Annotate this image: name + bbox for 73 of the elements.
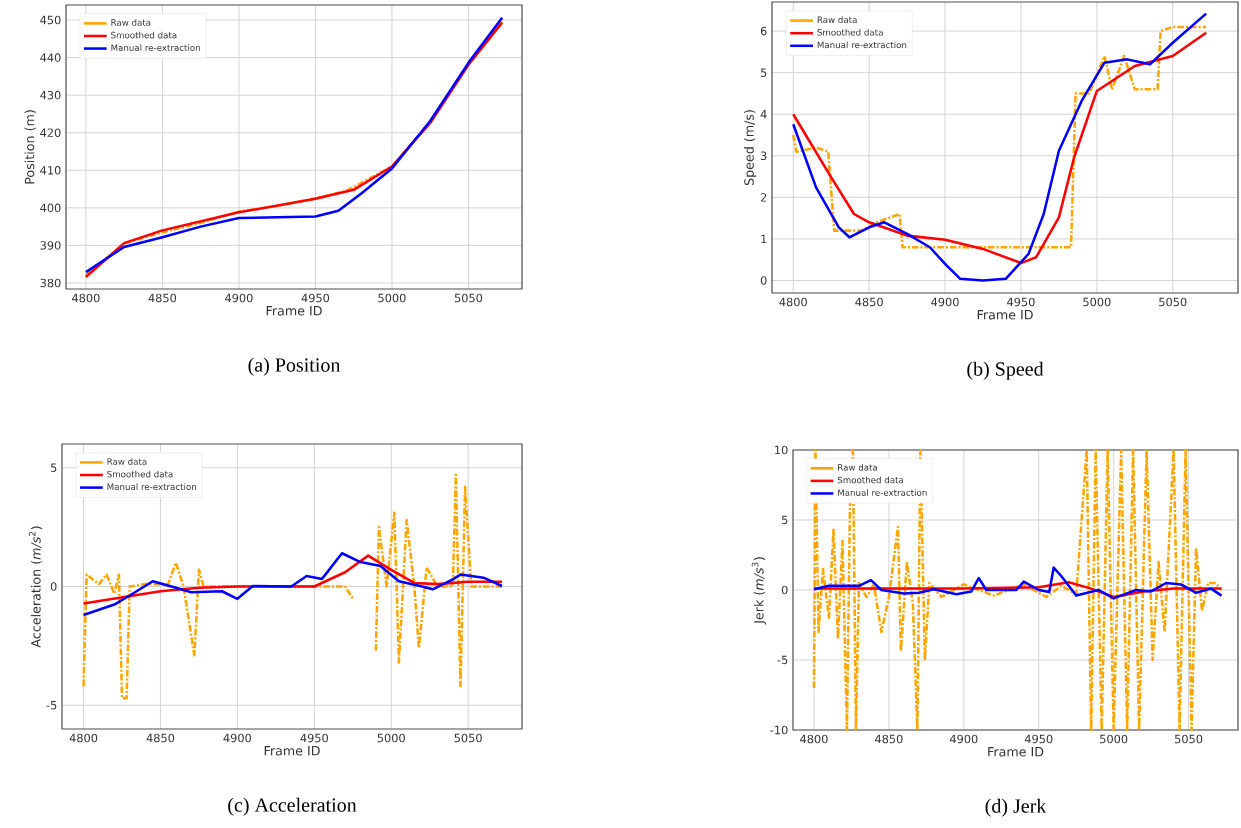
line-series [82,551,504,617]
y-tick-label: 6 [760,26,767,36]
x-tick-label: 5000 [1083,297,1111,307]
legend-label: Raw data [838,464,877,471]
x-tick-label: 5050 [1159,297,1187,307]
x-tick-label: 5050 [454,293,483,303]
legend-label: Smoothed data [107,470,173,478]
x-tick-label: 4800 [72,293,100,303]
x-tick-label: 4950 [301,293,330,303]
text: (b) Speed [967,361,1044,380]
x-tick-label: 4850 [146,733,175,743]
legend-label: Smoothed data [837,476,904,484]
x-tick-label: 4900 [225,293,253,303]
x-tick-label: 4800 [69,733,98,743]
legend-label: Smoothed data [817,28,883,36]
y-tick-label: 10 [775,445,788,455]
x-axis-title: Frame ID [977,310,1033,320]
x-tick-label: 4900 [223,733,252,743]
y-tick-label: 1 [761,234,767,244]
x-tick-label: 4950 [300,733,328,743]
legend-label: Raw data [107,458,147,465]
y-tick-label: 430 [40,90,61,100]
y-tick-label: 5 [781,515,788,525]
y-tick-label: 380 [40,278,61,288]
x-axis-title: Frame ID [266,306,322,316]
legend-label: Manual re-extraction [817,41,907,49]
x-tick-label: 4900 [931,297,959,307]
x-tick-label: 4900 [949,734,978,744]
y-tick-label: 0 [781,585,788,595]
legend-label: Smoothed data [111,31,177,39]
legend-label: Raw data [111,19,151,26]
x-tick-label: 4950 [1007,297,1035,307]
text: (d) Jerk [985,798,1047,817]
y-tick-label: -5 [46,701,57,710]
y-tick-label: 410 [40,166,61,175]
y-tick-label: 450 [40,15,61,25]
text: (a) Position [248,357,341,376]
y-tick-label: -5 [777,655,788,665]
line-series [812,448,1223,732]
x-tick-label: 4850 [875,734,903,744]
x-tick-label: 5050 [454,733,482,743]
y-tick-label: 2 [760,193,767,202]
y-tick-label: 0 [760,276,767,285]
y-tick-label: 5 [50,463,57,472]
y-tick-label: 4 [760,110,767,119]
y-tick-label: 440 [40,53,61,62]
x-tick-label: 4800 [779,297,807,307]
y-axis-title: Position (m) [24,110,36,184]
y-axis-title: Speed (m/s) [744,110,757,186]
legend-label: Raw data [817,16,857,24]
y-tick-label: 0 [50,582,57,591]
y-tick-label: 5 [760,68,767,77]
legend-label: Manual re-extraction [107,483,196,491]
y-axis-title: Acceleration (m/s$^{2}$) [28,526,43,648]
x-tick-label: 5000 [378,293,406,303]
x-tick-label: 5000 [1100,734,1128,744]
x-tick-label: 4950 [1024,734,1053,744]
x-axis-title: Frame ID [988,747,1044,757]
y-tick-label: 420 [40,128,61,138]
x-tick-label: 4850 [855,297,883,307]
x-tick-label: 4850 [148,293,177,303]
x-tick-label: 4800 [800,734,828,744]
x-tick-label: 5000 [377,733,405,743]
y-tick-label: 390 [40,241,61,250]
y-tick-label: -10 [770,725,788,735]
x-axis-title: Frame ID [264,746,320,756]
legend-label: Manual re-extraction [111,44,200,51]
legend-label: Manual re-extraction [838,489,927,496]
text: (c) Acceleration [228,797,357,816]
y-axis-title: Jerk (m/s$^{3}$) [751,557,766,625]
x-tick-label: 5050 [1175,734,1203,744]
y-tick-label: 400 [40,203,61,213]
y-tick-label: 3 [760,151,767,161]
